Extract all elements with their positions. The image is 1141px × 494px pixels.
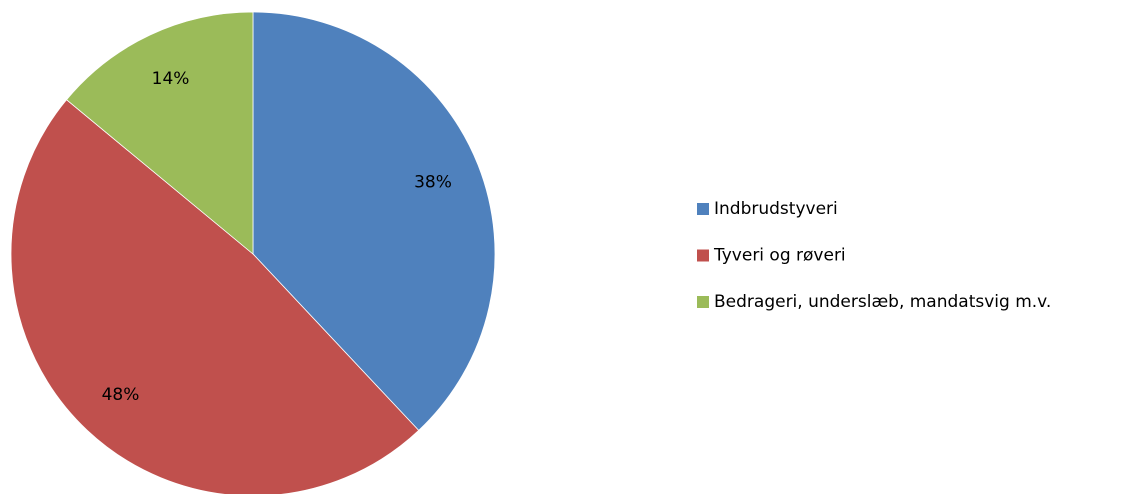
data-label: 38% <box>414 173 452 193</box>
legend-label: Bedrageri, underslæb, mandatsvig m.v. <box>714 292 1051 312</box>
legend-label: Tyveri og røveri <box>713 246 846 266</box>
legend-swatch <box>697 249 709 262</box>
data-label: 48% <box>102 385 140 405</box>
legend-swatch <box>697 296 709 308</box>
legend-label: Indbrudstyveri <box>714 199 838 219</box>
pie-slice <box>65 11 254 255</box>
data-label: 14% <box>152 69 190 89</box>
pie-slice <box>10 99 420 494</box>
legend-swatch <box>697 203 709 215</box>
pie-slice <box>252 11 496 431</box>
